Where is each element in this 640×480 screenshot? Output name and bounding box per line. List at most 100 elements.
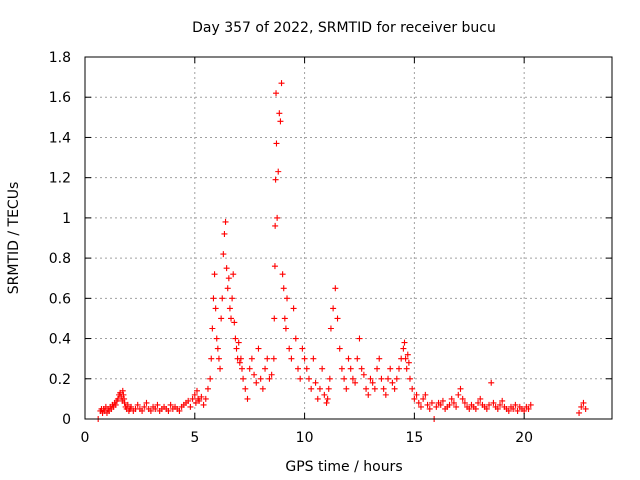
data-point xyxy=(497,401,504,408)
data-point xyxy=(578,403,585,410)
data-point xyxy=(301,355,308,362)
data-point xyxy=(336,345,343,352)
data-point xyxy=(374,365,381,372)
data-point xyxy=(472,405,479,412)
data-point xyxy=(218,315,225,322)
data-point xyxy=(297,375,304,382)
data-point xyxy=(367,375,374,382)
x-tick-label: 0 xyxy=(81,430,90,446)
grid-lines xyxy=(85,57,612,419)
data-point xyxy=(396,365,403,372)
data-point xyxy=(312,379,319,386)
x-axis-label: GPS time / hours xyxy=(285,459,402,475)
data-point xyxy=(360,371,367,378)
data-point xyxy=(424,401,431,408)
data-point xyxy=(207,375,214,382)
data-point xyxy=(233,345,240,352)
data-point xyxy=(349,375,356,382)
data-point xyxy=(486,401,493,408)
data-point xyxy=(152,405,159,412)
data-point xyxy=(354,355,361,362)
data-point xyxy=(187,403,194,410)
data-point xyxy=(210,295,217,302)
data-point xyxy=(124,401,131,408)
data-point xyxy=(167,401,174,408)
data-point xyxy=(380,385,387,392)
data-point xyxy=(246,365,253,372)
data-point xyxy=(426,405,433,412)
data-point xyxy=(413,391,420,398)
data-point xyxy=(483,405,490,412)
data-point xyxy=(466,405,473,412)
data-point xyxy=(415,399,422,406)
data-point xyxy=(242,385,249,392)
data-point xyxy=(341,375,348,382)
data-point xyxy=(299,345,306,352)
data-point xyxy=(321,391,328,398)
data-point xyxy=(314,395,321,402)
data-point xyxy=(271,263,278,270)
data-point xyxy=(409,385,416,392)
data-point xyxy=(294,365,301,372)
y-tick-label: 1.8 xyxy=(49,50,71,66)
y-axis-label: SRMTID / TECUs xyxy=(6,182,22,295)
data-point xyxy=(330,305,337,312)
data-point xyxy=(512,401,519,408)
data-point xyxy=(385,375,392,382)
data-point xyxy=(268,371,275,378)
data-point xyxy=(165,407,172,414)
data-point xyxy=(114,395,121,402)
data-point xyxy=(401,339,408,346)
data-point xyxy=(316,385,323,392)
data-point xyxy=(202,395,209,402)
data-point xyxy=(391,385,398,392)
data-point xyxy=(244,395,251,402)
y-tick-label: 1 xyxy=(62,211,71,227)
data-point xyxy=(324,395,331,402)
data-point xyxy=(290,305,297,312)
data-point xyxy=(387,365,394,372)
data-point xyxy=(220,251,227,258)
data-point xyxy=(428,399,435,406)
data-point xyxy=(236,359,243,366)
y-tick-label: 0.8 xyxy=(49,251,71,267)
data-point xyxy=(448,395,455,402)
data-point xyxy=(338,365,345,372)
data-point xyxy=(521,407,528,414)
plot-frame xyxy=(84,56,613,420)
data-point xyxy=(239,365,246,372)
data-point xyxy=(270,355,277,362)
data-point xyxy=(274,214,281,221)
y-tick-label: 0 xyxy=(62,412,71,428)
data-point xyxy=(376,355,383,362)
data-point xyxy=(134,401,141,408)
data-point xyxy=(371,385,378,392)
data-point xyxy=(422,391,429,398)
data-point xyxy=(352,379,359,386)
data-point xyxy=(209,325,216,332)
data-point xyxy=(305,375,312,382)
data-point xyxy=(141,403,148,410)
y-tick-label: 1.2 xyxy=(49,171,71,187)
data-point xyxy=(525,405,532,412)
axis-ticks xyxy=(84,56,612,420)
data-point xyxy=(327,325,334,332)
x-tick-label: 15 xyxy=(405,430,423,446)
y-tick-label: 1.6 xyxy=(49,90,71,106)
data-point xyxy=(240,375,247,382)
data-point xyxy=(404,351,411,358)
data-point xyxy=(248,355,255,362)
data-point xyxy=(128,403,135,410)
data-point xyxy=(303,365,310,372)
data-point xyxy=(176,407,183,414)
data-point xyxy=(417,403,424,410)
data-point xyxy=(319,365,326,372)
data-point xyxy=(275,168,282,175)
data-point xyxy=(221,230,228,237)
data-point xyxy=(461,399,468,406)
data-point xyxy=(332,285,339,292)
data-point xyxy=(253,379,260,386)
data-point xyxy=(365,391,372,398)
data-point xyxy=(223,265,230,272)
